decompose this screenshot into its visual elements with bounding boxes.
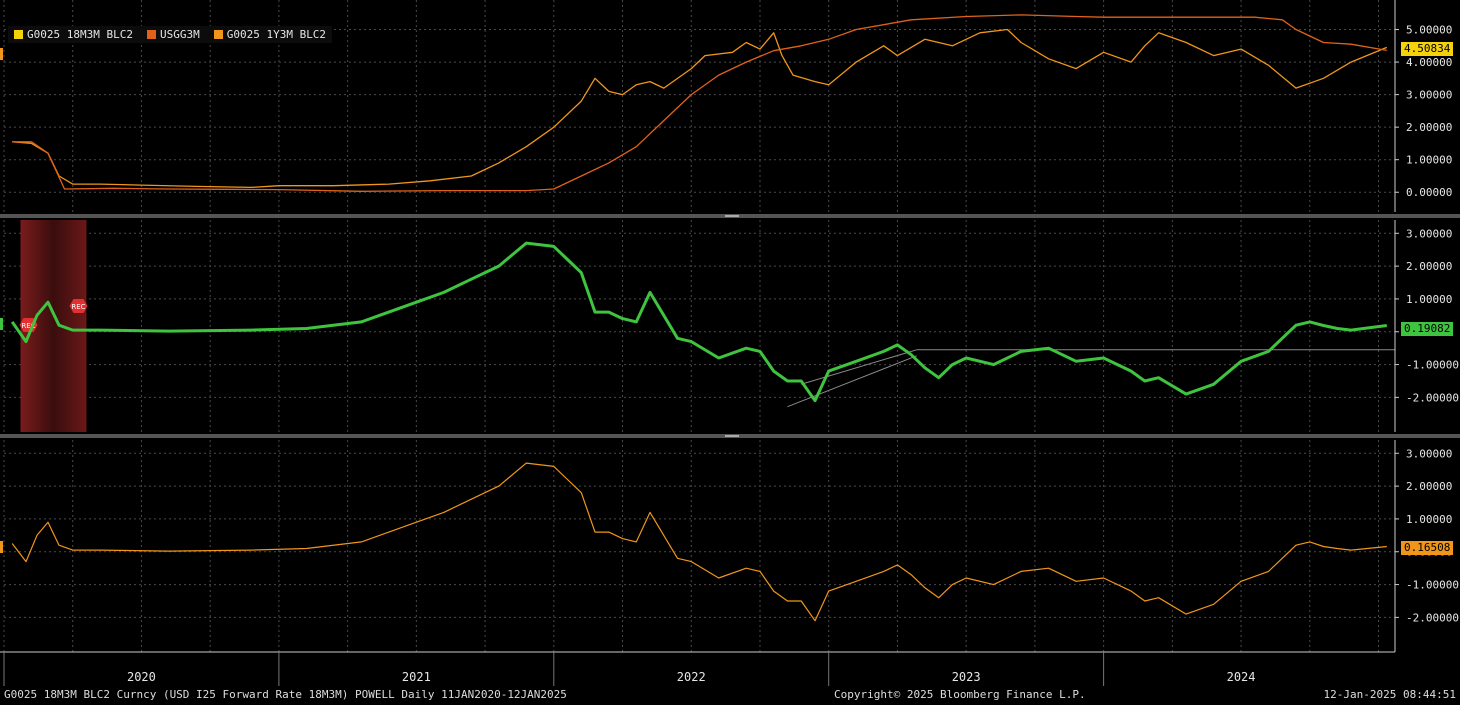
rec-marker: [69, 299, 88, 313]
chart-legend: G0025 18M3M BLC2 USGG3M G0025 1Y3M BLC2: [8, 26, 333, 43]
series-line: [12, 28, 1388, 189]
panel-resize-handle: [725, 435, 739, 437]
x-tick-label: 2022: [677, 670, 706, 684]
x-tick-label: 2023: [952, 670, 981, 684]
y-tick-label: -1.00000: [1406, 579, 1459, 592]
series-line: [12, 14, 1387, 192]
legend-swatch: [14, 30, 23, 39]
x-tick-label: 2024: [1227, 670, 1256, 684]
y-tick-label: 0.00000: [1406, 186, 1452, 199]
series-line: [11, 462, 1387, 622]
x-tick-label: 2021: [402, 670, 431, 684]
axis-layer: 0.00000 1.00000 2.00000 3.00000 4.00000 5.000…: [0, 0, 1459, 686]
last-value-top-tag: 4.50834: [1401, 42, 1454, 56]
y-tick-label: -2.00000: [1406, 611, 1459, 624]
y-tick-label: 3.00000: [1406, 89, 1452, 102]
legend-label: USGG3M: [159, 28, 200, 41]
y-tick-label: 3.00000: [1406, 227, 1452, 240]
y-tick-label: 4.00000: [1406, 56, 1452, 69]
footer-security-info: G0025 18M3M BLC2 Curncy (USD I25 Forward…: [4, 688, 567, 701]
legend-item-usgg3m[interactable]: USGG3M: [146, 28, 200, 41]
y-tick-label: -1.00000: [1406, 359, 1459, 372]
y-tick-label: 3.00000: [1406, 447, 1452, 460]
panel-resize-handle: [725, 215, 739, 217]
series-line: [10, 241, 1387, 403]
y-tick-label: 2.00000: [1406, 480, 1452, 493]
x-tick-label: 2020: [127, 670, 156, 684]
legend-swatch: [213, 30, 223, 39]
legend-swatch: [146, 30, 156, 39]
last-value-bottom-tag: 0.16508: [1401, 541, 1454, 555]
y-tick-label: 1.00000: [1406, 154, 1452, 167]
recession-layer: REC REC: [19, 220, 88, 432]
last-value-middle-tag: 0.19082: [1401, 322, 1454, 336]
legend-label: G0025 18M3M BLC2: [27, 28, 133, 41]
y-tick-label: 1.00000: [1406, 513, 1452, 526]
left-edge-marker: [0, 541, 3, 553]
legend-label: G0025 1Y3M BLC2: [226, 28, 327, 41]
y-tick-label: 5.00000: [1406, 24, 1452, 37]
series-layer: [0, 14, 1395, 622]
left-edge-marker: [0, 318, 3, 330]
rec-marker-label: REC: [71, 303, 85, 311]
rec-marker-label: REC: [21, 322, 35, 330]
footer-copyright: Copyright© 2025 Bloomberg Finance L.P.: [834, 688, 1086, 701]
y-tick-label: 1.00000: [1406, 293, 1452, 306]
legend-item-1y3m[interactable]: G0025 1Y3M BLC2: [213, 28, 327, 41]
legend-item-18m3m[interactable]: G0025 18M3M BLC2: [14, 28, 133, 41]
y-tick-label: 2.00000: [1406, 260, 1452, 273]
trend-line-upper: [801, 349, 917, 385]
y-tick-label: -2.00000: [1406, 391, 1459, 404]
footer-timestamp: 12-Jan-2025 08:44:51: [1323, 688, 1456, 701]
trend-line-lower: [787, 355, 917, 408]
left-edge-marker: [0, 48, 3, 60]
grid-layer: [0, 0, 1460, 652]
y-tick-label: 2.00000: [1406, 121, 1452, 134]
